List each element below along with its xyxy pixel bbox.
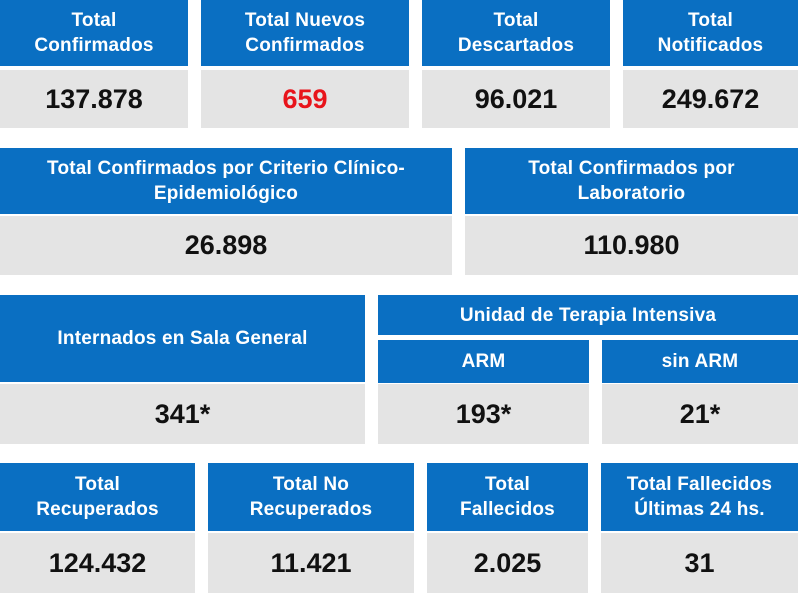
- uti-header: Unidad de Terapia Intensiva: [378, 295, 798, 335]
- card-uti-sin-arm: sin ARM 21*: [602, 340, 798, 444]
- card-title: ARM: [378, 340, 589, 383]
- card-title: Total Confirmados por Laboratorio: [465, 148, 798, 214]
- card-title: Total Descartados: [422, 0, 610, 66]
- card-value: 110.980: [465, 216, 798, 275]
- card-total-recuperados: Total Recuperados 124.432: [0, 463, 195, 593]
- card-title: Total Notificados: [623, 0, 798, 66]
- card-value: 659: [201, 70, 409, 128]
- card-value: 96.021: [422, 70, 610, 128]
- card-value: 21*: [602, 384, 798, 444]
- card-confirmados-clinico: Total Confirmados por Criterio Clínico- …: [0, 148, 452, 275]
- card-title: Total No Recuperados: [208, 463, 414, 531]
- card-value: 124.432: [0, 533, 195, 593]
- card-title: Total Confirmados: [0, 0, 188, 66]
- card-title: sin ARM: [602, 340, 798, 383]
- card-title: Total Fallecidos Últimas 24 hs.: [601, 463, 798, 531]
- card-title: Unidad de Terapia Intensiva: [378, 295, 798, 335]
- card-value: 11.421: [208, 533, 414, 593]
- card-fallecidos-24hs: Total Fallecidos Últimas 24 hs. 31: [601, 463, 798, 593]
- card-value: 341*: [0, 384, 365, 444]
- card-uti-arm: ARM 193*: [378, 340, 589, 444]
- card-title: Total Recuperados: [0, 463, 195, 531]
- card-internados-sala-general: Internados en Sala General 341*: [0, 295, 365, 444]
- card-title: Total Fallecidos: [427, 463, 588, 531]
- card-title: Total Confirmados por Criterio Clínico- …: [0, 148, 452, 214]
- card-total-descartados: Total Descartados 96.021: [422, 0, 610, 128]
- card-value: 26.898: [0, 216, 452, 275]
- card-title: Total Nuevos Confirmados: [201, 0, 409, 66]
- card-value: 2.025: [427, 533, 588, 593]
- card-total-fallecidos: Total Fallecidos 2.025: [427, 463, 588, 593]
- card-title: Internados en Sala General: [0, 295, 365, 382]
- card-total-confirmados: Total Confirmados 137.878: [0, 0, 188, 128]
- card-value: 249.672: [623, 70, 798, 128]
- card-total-no-recuperados: Total No Recuperados 11.421: [208, 463, 414, 593]
- card-total-nuevos-confirmados: Total Nuevos Confirmados 659: [201, 0, 409, 128]
- card-confirmados-laboratorio: Total Confirmados por Laboratorio 110.98…: [465, 148, 798, 275]
- card-value: 31: [601, 533, 798, 593]
- card-total-notificados: Total Notificados 249.672: [623, 0, 798, 128]
- card-value: 137.878: [0, 70, 188, 128]
- card-value: 193*: [378, 384, 589, 444]
